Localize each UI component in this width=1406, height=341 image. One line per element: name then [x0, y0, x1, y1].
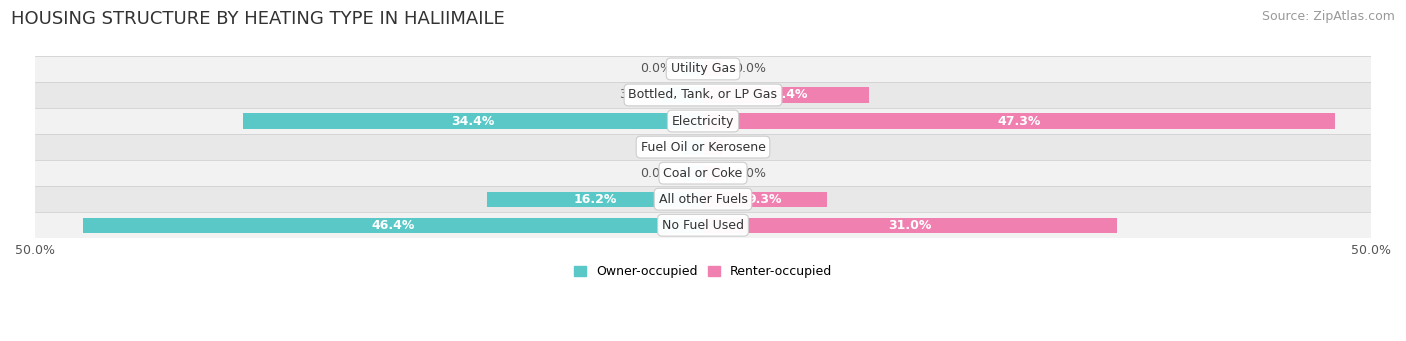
Text: HOUSING STRUCTURE BY HEATING TYPE IN HALIIMAILE: HOUSING STRUCTURE BY HEATING TYPE IN HAL…: [11, 10, 505, 28]
Text: 31.0%: 31.0%: [889, 219, 932, 232]
Text: 0.0%: 0.0%: [734, 62, 766, 75]
Text: 47.3%: 47.3%: [997, 115, 1040, 128]
Bar: [703, 114, 1334, 129]
Text: Fuel Oil or Kerosene: Fuel Oil or Kerosene: [641, 140, 765, 153]
Text: 0.0%: 0.0%: [640, 62, 672, 75]
Bar: [83, 218, 703, 233]
Text: 9.3%: 9.3%: [748, 193, 782, 206]
Legend: Owner-occupied, Renter-occupied: Owner-occupied, Renter-occupied: [568, 260, 838, 283]
Bar: [683, 139, 703, 155]
Text: Coal or Coke: Coal or Coke: [664, 167, 742, 180]
Bar: [703, 61, 723, 76]
Text: Source: ZipAtlas.com: Source: ZipAtlas.com: [1261, 10, 1395, 23]
Bar: [35, 134, 1371, 160]
Text: Utility Gas: Utility Gas: [671, 62, 735, 75]
Text: 46.4%: 46.4%: [371, 219, 415, 232]
Bar: [35, 56, 1371, 82]
Bar: [662, 87, 703, 103]
Bar: [35, 212, 1371, 238]
Bar: [35, 82, 1371, 108]
Text: No Fuel Used: No Fuel Used: [662, 219, 744, 232]
Bar: [703, 192, 827, 207]
Text: 0.0%: 0.0%: [640, 167, 672, 180]
Bar: [683, 61, 703, 76]
Text: 3.1%: 3.1%: [619, 89, 651, 102]
Bar: [703, 139, 723, 155]
Bar: [243, 114, 703, 129]
Text: Electricity: Electricity: [672, 115, 734, 128]
Text: 16.2%: 16.2%: [574, 193, 616, 206]
Text: Bottled, Tank, or LP Gas: Bottled, Tank, or LP Gas: [628, 89, 778, 102]
Bar: [486, 192, 703, 207]
Text: 0.0%: 0.0%: [640, 140, 672, 153]
Text: 34.4%: 34.4%: [451, 115, 495, 128]
Text: All other Fuels: All other Fuels: [658, 193, 748, 206]
Bar: [703, 218, 1118, 233]
Bar: [683, 166, 703, 181]
Text: 0.0%: 0.0%: [734, 140, 766, 153]
Bar: [703, 87, 869, 103]
Text: 0.0%: 0.0%: [734, 167, 766, 180]
Text: 12.4%: 12.4%: [763, 89, 807, 102]
Bar: [35, 160, 1371, 186]
Bar: [703, 166, 723, 181]
Bar: [35, 186, 1371, 212]
Bar: [35, 108, 1371, 134]
